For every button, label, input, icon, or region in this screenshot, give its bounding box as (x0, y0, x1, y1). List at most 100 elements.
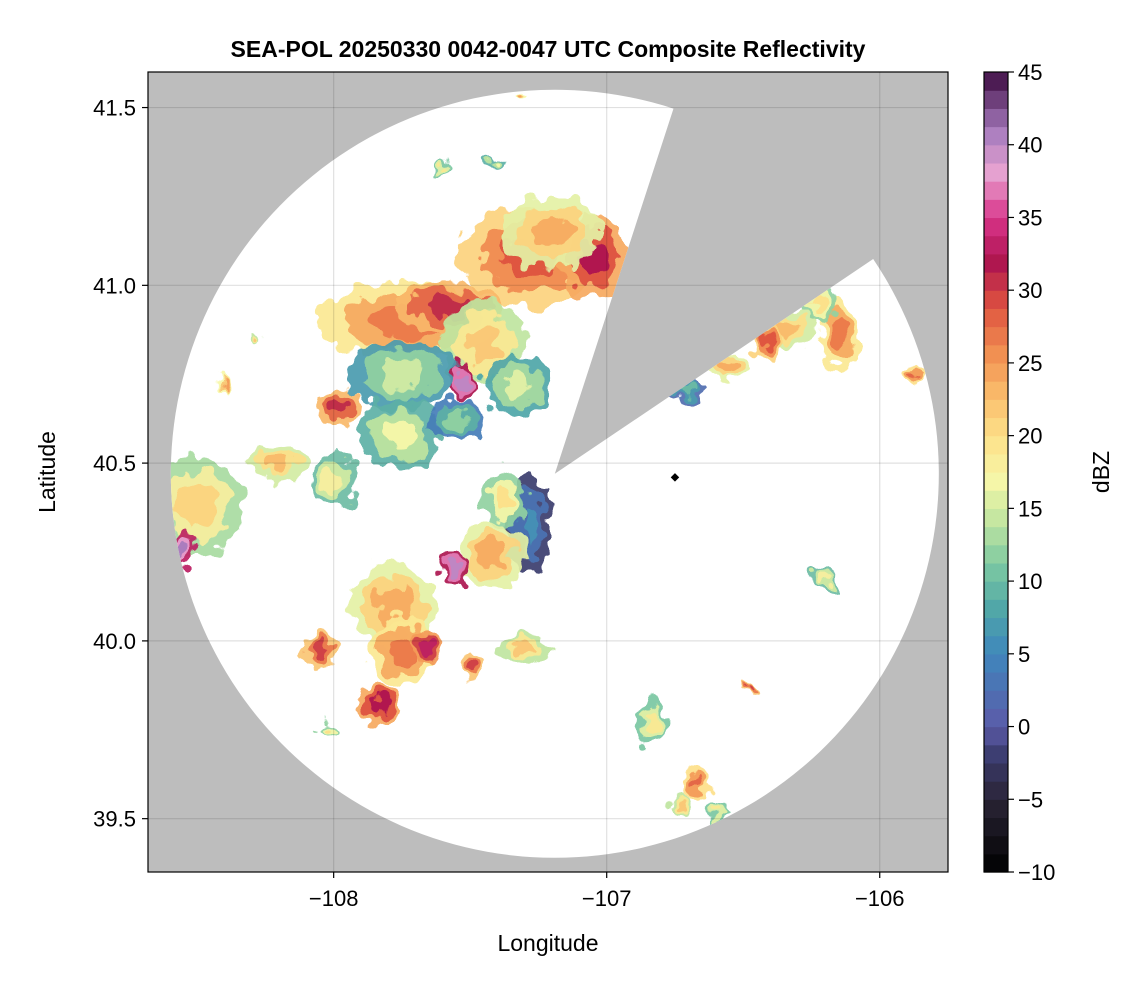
y-tick-label: 39.5 (93, 807, 136, 832)
colorbar-tick-label: 0 (1018, 715, 1030, 740)
colorbar-segment (984, 326, 1008, 346)
colorbar-segment (984, 635, 1008, 655)
x-tick-label: −108 (309, 886, 359, 911)
echo-cell-layer (375, 587, 413, 624)
echo-cell-layer (680, 387, 697, 397)
echo-cell (347, 338, 457, 410)
y-tick-label: 41.0 (93, 273, 136, 298)
colorbar-segment (984, 362, 1008, 382)
colorbar-segment (984, 235, 1008, 255)
colorbar-tick-label: 20 (1018, 424, 1042, 449)
echo-cell-layer (717, 361, 737, 374)
echo-cell (743, 683, 755, 698)
colorbar-segment (984, 799, 1008, 819)
echo-cell-layer (492, 161, 503, 168)
colorbar-segment (984, 417, 1008, 437)
echo-cell (412, 630, 441, 666)
echo-cell-layer (254, 335, 260, 342)
colorbar-segment (984, 508, 1008, 528)
echo-cell-layer (513, 642, 537, 654)
echo-cell-layer (909, 369, 916, 379)
colorbar-segment (984, 653, 1008, 673)
y-tick-label: 41.5 (93, 96, 136, 121)
echo-cell-layer (465, 663, 475, 676)
colorbar-segment (984, 344, 1008, 364)
colorbar-label: dBZ (1088, 451, 1114, 493)
echo-cell (683, 765, 711, 801)
echo-cell-layer (311, 644, 329, 660)
colorbar-segment (984, 817, 1008, 837)
echo-cell (904, 363, 921, 385)
echo-cell (702, 804, 730, 819)
colorbar-segment (984, 472, 1008, 491)
colorbar-segment (984, 290, 1008, 309)
colorbar-tick-label: 10 (1018, 569, 1042, 594)
colorbar-segment (984, 708, 1008, 728)
x-axis: −108 −107 −106 (309, 872, 905, 911)
colorbar-segment (984, 562, 1008, 582)
colorbar: −10 −5 0 5 10 15 20 25 30 35 40 45 (983, 60, 1055, 885)
echo-cell-layer (521, 502, 540, 545)
echo-cell (486, 157, 509, 172)
colorbar-segment (984, 108, 1008, 128)
echo-cell-layer (267, 455, 291, 471)
chart-title: SEA-POL 20250330 0042-0047 UTC Composite… (231, 36, 866, 62)
station-marker (670, 473, 680, 482)
echo-cell-layer (420, 640, 433, 656)
colorbar-segment (984, 435, 1008, 455)
echo-cell (311, 452, 356, 510)
echo-cell-layer (378, 359, 425, 390)
colorbar-tick-label: 25 (1018, 351, 1042, 376)
colorbar-segment (984, 744, 1008, 764)
echo-cell-layer (521, 91, 529, 96)
echo-cell-layer (812, 294, 827, 313)
y-tick-label: 40.0 (93, 629, 136, 654)
echo-cell-layer (830, 320, 847, 351)
echo-cell-layer (502, 371, 531, 399)
echo-cell (317, 384, 361, 428)
echo-cell (314, 722, 342, 737)
colorbar-segment (984, 253, 1008, 273)
echo-cell (459, 520, 525, 592)
echo-cell-layer (322, 726, 334, 733)
colorbar-segment (984, 381, 1008, 400)
plot-frame (147, 71, 949, 873)
echo-cell-layer (531, 217, 573, 247)
colorbar-tick-label: −5 (1018, 787, 1043, 812)
echo-cell-layer (177, 540, 190, 556)
colorbar-segment (984, 544, 1008, 564)
echo-cell-layer (644, 712, 657, 734)
y-tick-label: 40.5 (93, 451, 136, 476)
colorbar-segment (984, 453, 1008, 473)
colorbar-segment (984, 162, 1008, 182)
echo-cell (251, 445, 307, 481)
colorbar-tick-label: 40 (1018, 133, 1042, 158)
colorbar-segment (984, 853, 1008, 873)
colorbar-segment (984, 672, 1008, 691)
echo-cell (811, 569, 839, 592)
colorbar-segment (984, 490, 1008, 509)
echo-cell (251, 331, 263, 346)
radar-coverage (170, 89, 939, 858)
plot-area (148, 72, 948, 872)
echo-cell-layer (759, 334, 771, 350)
colorbar-segment (984, 690, 1008, 709)
echo-cell-layer (450, 562, 463, 578)
colorbar-segment (984, 599, 1008, 619)
echo-cell-layer (219, 376, 225, 386)
echo-cell-layer (329, 397, 349, 416)
colorbar-segment (984, 199, 1008, 219)
colorbar-tick-label: −10 (1018, 860, 1055, 885)
y-axis-label: Latitude (34, 431, 60, 513)
colorbar-segment (984, 526, 1008, 546)
echo-cell (481, 470, 525, 528)
echo-cell-layer (819, 575, 831, 585)
echo-cell (434, 160, 452, 176)
echo-cell-layer (710, 808, 722, 815)
echo-cell-layer (458, 373, 471, 389)
y-axis: 39.5 40.0 40.5 41.0 41.5 (93, 96, 148, 832)
x-tick-label: −107 (582, 886, 632, 911)
colorbar-segment (984, 272, 1008, 291)
colorbar-tick-label: 45 (1018, 60, 1042, 85)
